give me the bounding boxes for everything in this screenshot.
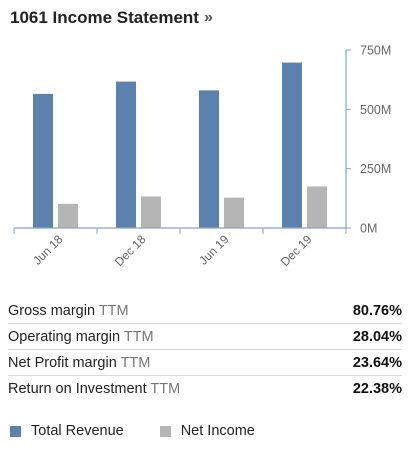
legend-item-total-revenue[interactable]: Total Revenue	[10, 423, 124, 439]
stat-row-return-on-investment: Return on Investment TTM 22.38%	[8, 375, 402, 401]
stat-value: 22.38%	[352, 380, 402, 397]
more-arrow-icon: »	[203, 9, 213, 26]
stat-value: 80.76%	[352, 302, 402, 319]
legend-label: Net Income	[180, 423, 255, 439]
revenue-bar-3	[199, 90, 219, 228]
stat-row-gross-margin: Gross margin TTM 80.76%	[8, 298, 402, 323]
stat-label: Return on Investment	[8, 380, 147, 397]
revenue-bar-2	[116, 81, 136, 228]
y-tick-label: 250M	[360, 162, 391, 176]
stat-row-net-profit-margin: Net Profit margin TTM 23.64%	[8, 349, 402, 375]
net-income-bar-2	[141, 196, 161, 228]
net-income-bar-3	[224, 197, 244, 228]
chart-legend: Total Revenue Net Income	[10, 423, 291, 439]
ttm-suffix: TTM	[150, 380, 181, 397]
y-tick-label: 500M	[360, 103, 391, 117]
stat-label: Operating margin	[8, 328, 121, 345]
net-income-bar-4	[307, 186, 327, 228]
revenue-bar-4	[282, 62, 302, 228]
stat-label: Gross margin	[8, 302, 96, 319]
page-title: 1061 Income Statement	[10, 8, 199, 27]
ttm-suffix: TTM	[98, 302, 129, 319]
y-tick-label: 0M	[360, 222, 377, 236]
revenue-bar-1	[33, 93, 53, 228]
ttm-suffix: TTM	[120, 354, 151, 371]
chart-title-link[interactable]: 1061 Income Statement »	[10, 6, 213, 30]
legend-item-net-income[interactable]: Net Income	[159, 423, 255, 439]
stats-table: Gross margin TTM 80.76% Operating margin…	[8, 298, 402, 401]
x-tick-label: Dec 18	[112, 232, 149, 269]
x-tick-label: Jun 19	[196, 232, 232, 268]
x-tick-label: Dec 19	[278, 232, 315, 269]
ttm-suffix: TTM	[123, 328, 154, 345]
stat-value: 23.64%	[352, 354, 402, 371]
x-tick-label: Jun 18	[30, 232, 66, 268]
legend-swatch-net-income	[159, 425, 171, 437]
stat-row-operating-margin: Operating margin TTM 28.04%	[8, 323, 402, 349]
y-tick-label: 750M	[360, 44, 391, 58]
legend-label: Total Revenue	[31, 423, 124, 439]
stat-label: Net Profit margin	[8, 354, 117, 371]
income-bar-chart: 0M 250M 500M 750M Jun 18 Dec 18 Jun 19 Dec 19	[13, 44, 391, 269]
stat-value: 28.04%	[352, 328, 402, 345]
legend-swatch-revenue	[10, 425, 21, 437]
net-income-bar-1	[58, 203, 78, 228]
